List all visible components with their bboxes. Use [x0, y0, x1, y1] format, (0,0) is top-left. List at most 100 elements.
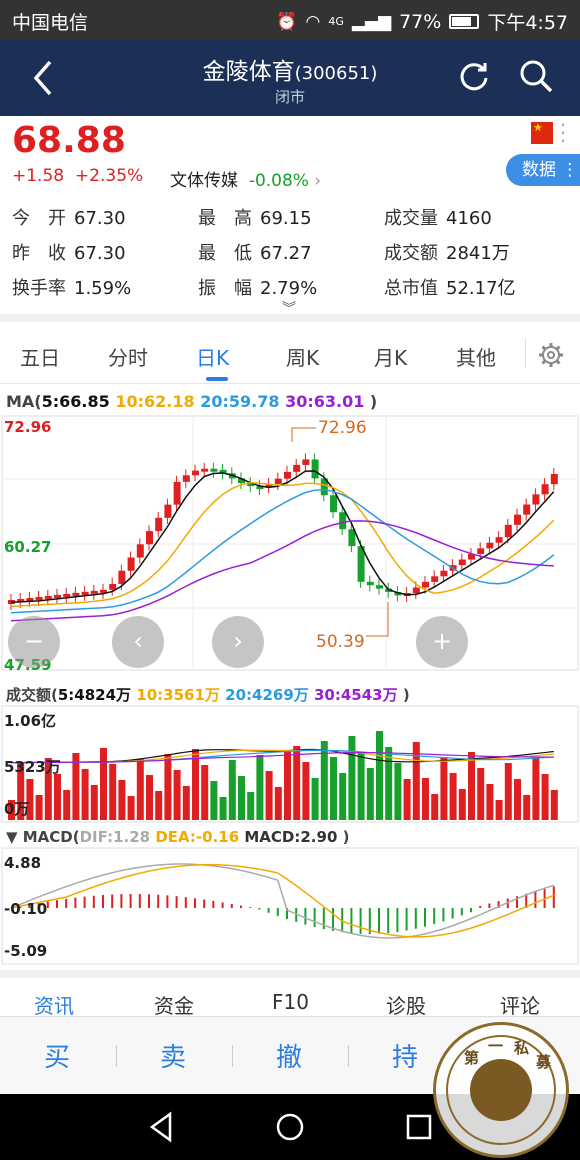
volume-bar: [486, 784, 494, 820]
quote-stat: 成交量 4160: [384, 204, 492, 230]
stat-label: 今 开: [12, 208, 66, 229]
vol-legend-label: 成交额(: [6, 686, 58, 704]
clock: 下午4:57: [487, 12, 568, 34]
macd-panel-frame: [1, 847, 579, 965]
tab-f10[interactable]: F10: [272, 990, 309, 1014]
quote-stat: 最 低 67.27: [198, 239, 312, 265]
volume-bar: [17, 763, 25, 820]
candle-body: [118, 570, 126, 584]
candle-body: [256, 486, 264, 490]
back-arrow-icon[interactable]: [30, 58, 56, 98]
candle-body: [164, 504, 172, 518]
candle-body: [486, 542, 494, 549]
volume-bar: [228, 760, 236, 820]
candle-body: [90, 590, 98, 594]
stat-label: 成交额: [384, 243, 438, 264]
tab-other[interactable]: 其他: [456, 346, 496, 370]
volume-bar: [127, 796, 135, 820]
tab-monthly-k[interactable]: 月K: [374, 346, 408, 370]
ma-legend: MA(5:66.85 10:62.18 20:59.78 30:63.01 ): [6, 392, 377, 411]
tab-funds[interactable]: 资金: [154, 994, 194, 1018]
volume-bar: [495, 800, 503, 820]
zoom-out-button[interactable]: −: [8, 616, 60, 668]
refresh-icon[interactable]: [456, 58, 492, 94]
gear-icon[interactable]: [538, 342, 564, 368]
data-button[interactable]: 数据 ⋮: [506, 154, 580, 186]
tab-diagnosis[interactable]: 诊股: [386, 994, 426, 1018]
stat-label: 最 低: [198, 243, 252, 264]
sell-button[interactable]: 卖: [160, 1043, 187, 1073]
kline-chart-area[interactable]: MA(5:66.85 10:62.18 20:59.78 30:63.01 ) …: [0, 384, 580, 970]
stat-label: 成交量: [384, 208, 438, 229]
quote-stat: 振 幅 2.79%: [198, 274, 317, 300]
scroll-right-button[interactable]: ›: [212, 616, 264, 668]
candle-body: [385, 588, 393, 592]
candle-body: [514, 514, 521, 525]
volume-bar: [403, 779, 411, 820]
recents-square-icon[interactable]: [402, 1110, 436, 1144]
scroll-left-button[interactable]: ‹: [112, 616, 164, 668]
volume-bar: [63, 790, 71, 820]
quote-stat: 总市值 52.17亿: [384, 274, 516, 300]
chart-period-tabs: 五日 分时 日K 周K 月K 其他: [0, 322, 580, 384]
seal-char: 募: [536, 1053, 552, 1071]
volume-bar: [504, 763, 512, 820]
stock-name: 金陵体育: [202, 59, 295, 85]
candle-body: [348, 529, 356, 547]
cancel-order-button[interactable]: 撤: [276, 1043, 303, 1073]
volume-bar: [550, 790, 558, 820]
seal-char: 私: [514, 1039, 530, 1057]
ma-legend-label: MA(: [6, 392, 42, 411]
stat-value: 1.59%: [74, 278, 132, 299]
volume-axis-top: 1.06亿: [4, 712, 57, 730]
volume-bar: [109, 764, 117, 820]
volume-bar: [468, 752, 475, 820]
candle-body: [468, 553, 475, 560]
candle-body: [339, 512, 347, 530]
dif-line: [10, 863, 555, 939]
tab-weekly-k[interactable]: 周K: [286, 346, 320, 370]
stat-value: 69.15: [260, 208, 312, 229]
holdings-button[interactable]: 持: [392, 1043, 419, 1073]
stock-code: (300651): [294, 63, 378, 84]
buy-button[interactable]: 买: [44, 1043, 71, 1073]
info-tabs: 资讯 资金 F10 诊股 评论: [0, 970, 580, 1018]
expand-chevron-icon[interactable]: ︾: [282, 301, 296, 317]
candle-body: [293, 464, 301, 472]
quote-stat: 最 高 69.15: [198, 204, 312, 230]
sector-percent: -0.08%: [248, 171, 309, 191]
china-flag-icon: ★: [531, 122, 553, 144]
action-separator: [232, 1045, 233, 1067]
volume-bar: [320, 741, 328, 820]
tab-daily-k[interactable]: 日K: [196, 346, 230, 370]
tab-comments[interactable]: 评论: [500, 994, 540, 1018]
tab-news[interactable]: 资讯: [34, 994, 74, 1018]
stat-value: 2841万: [446, 243, 510, 264]
candle-body: [495, 537, 503, 543]
volume-bar: [164, 754, 172, 820]
sector-link[interactable]: 文体传媒 -0.08% ›: [170, 166, 321, 191]
volume-bar: [136, 759, 144, 820]
back-triangle-icon[interactable]: [144, 1110, 178, 1144]
tab-five-day[interactable]: 五日: [20, 346, 60, 370]
search-icon[interactable]: [518, 58, 554, 94]
tab-intraday[interactable]: 分时: [108, 346, 148, 370]
macd-value: MACD:2.90: [244, 828, 338, 846]
zoom-in-button[interactable]: +: [416, 616, 468, 668]
macd-legend-label: ▼ MACD(: [6, 828, 80, 846]
candle-body: [320, 478, 328, 496]
candle-body: [458, 559, 466, 566]
price-axis-mid: 60.27: [4, 538, 52, 556]
home-circle-icon[interactable]: [273, 1110, 307, 1144]
stat-value: 67.27: [260, 243, 312, 264]
alarm-icon: ⏰: [276, 11, 298, 32]
candle-body: [109, 583, 117, 590]
volume-bar: [394, 763, 402, 820]
quote-stat: 换手率 1.59%: [12, 274, 131, 300]
section-divider: [0, 314, 580, 322]
candle-body: [311, 459, 319, 479]
min-marker-leader: [366, 602, 389, 637]
volume-bar: [514, 779, 521, 820]
more-dots-icon[interactable]: · · ·: [560, 115, 566, 152]
sector-name: 文体传媒: [170, 171, 238, 191]
